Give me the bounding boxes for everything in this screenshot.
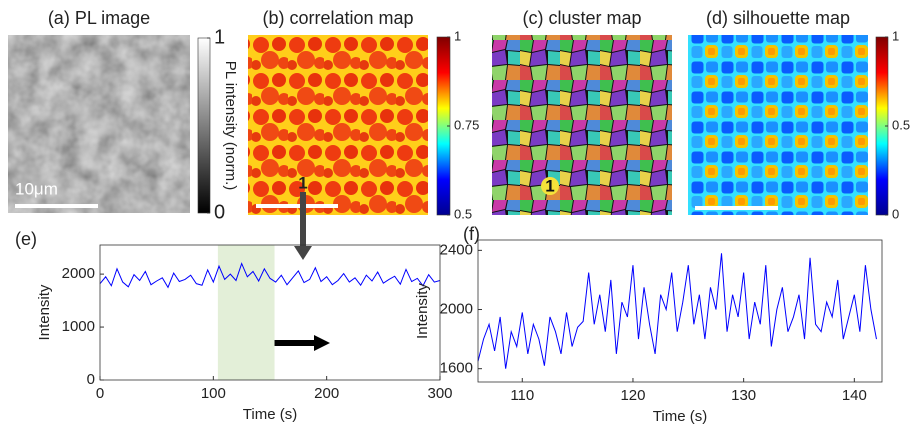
colorbar-tick-label: 0.5 (454, 206, 472, 221)
y-axis-label: Intensity (414, 283, 431, 339)
colorbar (197, 37, 211, 214)
colorbar-tick-label: 0.75 (454, 117, 479, 132)
y-tick-label: 1600 (440, 360, 473, 377)
line (99, 262, 441, 289)
x-axis-label: Time (s) (653, 408, 707, 425)
axes-frame (477, 239, 883, 383)
marker (541, 177, 559, 195)
x-tick-label: 120 (620, 387, 645, 404)
silhouette-image (688, 35, 868, 215)
annotation: 1 (298, 173, 307, 192)
panel-title: (d) silhouette map (706, 8, 850, 28)
colorbar-tick-label: 1 (454, 28, 461, 43)
colorbar-label: PL intensity (norm.) (222, 61, 239, 191)
x-tick-label: 110 (510, 387, 534, 404)
colorbar-tick-label: 1 (214, 26, 225, 48)
colorbar-tick-label: 1 (892, 28, 899, 43)
panel-label: (e) (15, 229, 37, 249)
panel-label: (f) (463, 224, 480, 244)
correlation-image (248, 35, 428, 215)
y-tick-label: 2400 (440, 241, 473, 258)
cluster-image (492, 35, 672, 215)
x-tick-label: 300 (427, 385, 452, 402)
x-tick-label: 200 (314, 385, 339, 402)
panel-title: (a) PL image (48, 8, 150, 28)
arrow-head (314, 335, 330, 351)
colorbar-tick-label: 0 (892, 206, 899, 221)
x-axis-label: Time (s) (243, 406, 297, 423)
y-tick-label: 1000 (62, 318, 95, 335)
panel-title: (c) cluster map (522, 8, 641, 28)
pl-image (8, 35, 190, 213)
x-tick-label: 130 (731, 387, 756, 404)
y-tick-label: 2000 (62, 265, 95, 282)
panel-title: (b) correlation map (262, 8, 413, 28)
y-axis-label: Intensity (36, 284, 53, 340)
colorbar-tick-label: 0 (214, 201, 225, 223)
line (477, 253, 877, 369)
x-tick-label: 140 (842, 387, 867, 404)
y-tick-label: 0 (87, 371, 95, 388)
y-tick-label: 2000 (440, 300, 473, 317)
scale-bar-label: 10μm (15, 179, 58, 198)
highlight (217, 245, 275, 380)
colorbar-tick-label: 0.5 (892, 117, 910, 132)
x-tick-label: 100 (201, 385, 226, 402)
arrow-head (294, 246, 312, 260)
axes-frame (99, 244, 441, 381)
x-tick-label: 0 (96, 385, 104, 402)
annotation: 1 (545, 176, 554, 195)
